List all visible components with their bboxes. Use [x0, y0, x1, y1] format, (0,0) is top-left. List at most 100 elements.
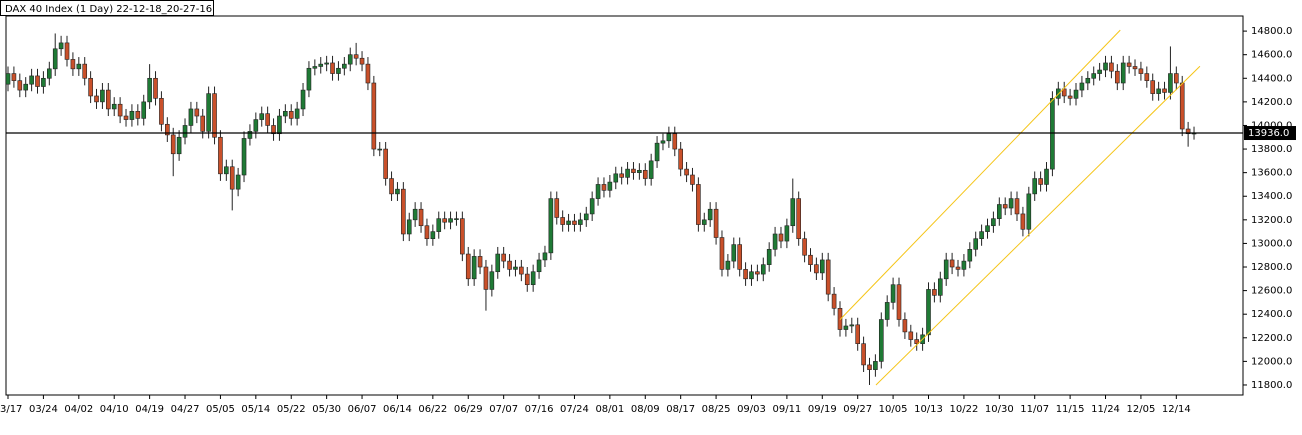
- candle-body: [247, 131, 253, 139]
- candle-body: [731, 244, 737, 262]
- candle-body: [306, 67, 312, 91]
- candle-body: [861, 343, 866, 366]
- candle-body: [536, 259, 542, 273]
- candle-body: [507, 260, 512, 270]
- x-tick-label: 03/24: [29, 404, 58, 415]
- y-tick-label: 12400.0: [1251, 309, 1292, 320]
- x-tick-label: 09/11: [772, 404, 801, 415]
- candle-body: [1150, 80, 1156, 94]
- candle-body: [607, 181, 613, 191]
- candle-body: [601, 184, 607, 191]
- y-tick-label: 14000.0: [1251, 120, 1292, 131]
- candle-body: [519, 266, 524, 275]
- candle-body: [1002, 204, 1008, 209]
- candle-body: [501, 253, 506, 262]
- candle-body: [117, 103, 123, 117]
- x-tick-label: 08/01: [595, 404, 624, 415]
- candle-body: [359, 57, 365, 65]
- x-tick-label: 03/17: [0, 404, 22, 415]
- candle-body: [58, 42, 64, 50]
- x-tick-label: 12/05: [1127, 404, 1156, 415]
- candle-body: [613, 173, 619, 183]
- x-tick-label: 05/05: [206, 404, 235, 415]
- candle-body: [890, 284, 896, 303]
- candle-body: [1120, 62, 1126, 84]
- candle-body: [896, 284, 902, 320]
- candle-body: [1174, 73, 1179, 84]
- candle-body: [843, 325, 849, 330]
- candle-body: [755, 271, 760, 275]
- candle-body: [808, 254, 813, 265]
- x-tick-label: 11/15: [1056, 404, 1085, 415]
- candle-body: [424, 225, 430, 240]
- candle-body: [678, 148, 683, 170]
- candle-body: [35, 75, 40, 87]
- candle-body: [235, 174, 241, 190]
- candle-body: [578, 219, 583, 225]
- candle-body: [878, 319, 884, 362]
- title-box: [0, 0, 214, 16]
- candle-body: [707, 208, 713, 221]
- candle-body: [985, 225, 990, 232]
- x-tick-label: 10/30: [985, 404, 1014, 415]
- candle-body: [135, 111, 141, 119]
- y-tick-label: 12600.0: [1251, 286, 1292, 297]
- candle-body: [1097, 69, 1102, 74]
- candle-body: [530, 271, 536, 286]
- candle-body: [625, 168, 630, 178]
- candle-body: [1038, 178, 1043, 185]
- x-tick-label: 10/13: [914, 404, 943, 415]
- candle-body: [796, 198, 801, 240]
- candle-body: [560, 217, 565, 225]
- candle-body: [654, 142, 660, 162]
- candle-body: [1073, 89, 1079, 99]
- candle-body: [123, 115, 129, 120]
- candle-body: [330, 62, 335, 74]
- candle-body: [1156, 88, 1161, 94]
- candle-body: [265, 113, 270, 126]
- candle-body: [831, 293, 837, 309]
- x-tick-label: 07/07: [489, 404, 518, 415]
- candle-body: [465, 253, 471, 280]
- candle-body: [76, 63, 82, 70]
- candle-body: [542, 252, 548, 261]
- candle-body: [412, 208, 418, 221]
- candle-body: [454, 218, 459, 220]
- candle-body: [430, 231, 436, 240]
- candle-body: [188, 108, 194, 126]
- candle-body: [1162, 88, 1167, 93]
- price-label-box: [1244, 126, 1296, 141]
- candle-body: [41, 77, 46, 87]
- y-tick-label: 13400.0: [1251, 191, 1292, 202]
- y-tick-label: 13000.0: [1251, 238, 1292, 249]
- x-tick-label: 06/14: [383, 404, 412, 415]
- candle-body: [365, 63, 371, 84]
- candle-body: [159, 98, 164, 125]
- candle-body: [418, 208, 424, 227]
- candle-body: [165, 123, 170, 136]
- x-tick-label: 09/27: [843, 404, 872, 415]
- candle-body: [64, 42, 70, 60]
- candle-body: [701, 219, 707, 225]
- candle-body: [1179, 82, 1185, 130]
- x-tick-label: 08/25: [702, 404, 731, 415]
- candle-body: [766, 249, 772, 265]
- y-tick-label: 13600.0: [1251, 168, 1292, 179]
- candle-body: [619, 173, 624, 178]
- candle-body: [690, 174, 695, 185]
- x-tick-label: 04/27: [171, 404, 200, 415]
- candle-body: [11, 73, 17, 81]
- candle-body: [1026, 193, 1032, 230]
- candle-body: [182, 125, 188, 138]
- candle-body: [111, 103, 117, 110]
- candle-body: [471, 256, 477, 280]
- candle-body: [819, 259, 825, 274]
- candle-body: [908, 331, 914, 340]
- candle-body: [967, 249, 973, 262]
- x-tick-label: 10/05: [879, 404, 908, 415]
- plot: [6, 29, 1201, 386]
- candle-body: [436, 218, 442, 232]
- candle-body: [991, 218, 996, 227]
